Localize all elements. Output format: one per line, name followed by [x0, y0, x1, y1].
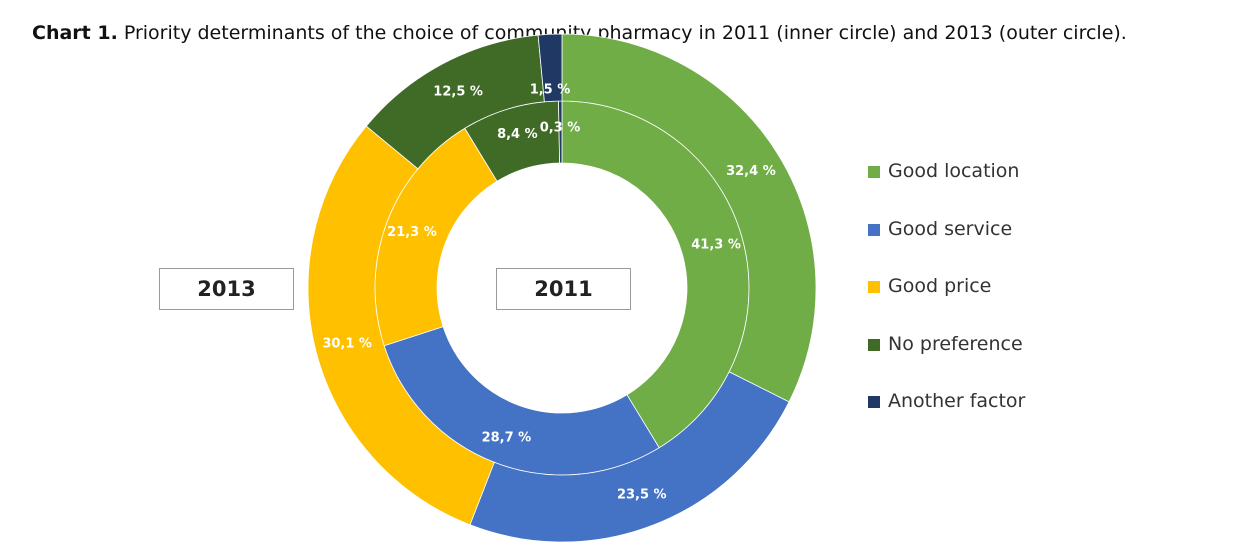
chart-legend: Good location Good service Good price No… [868, 160, 1025, 448]
outer-label-good-price: 30,1 % [322, 336, 372, 351]
caption-lead: Chart 1. [32, 22, 118, 44]
outer-slice-another-factor [537, 33, 563, 103]
inner-label-good-location: 41,3 % [691, 237, 741, 252]
inner-label-good-service: 28,7 % [482, 431, 532, 446]
legend-item-good-price: Good price [868, 275, 1025, 333]
legend-swatch-good-location [868, 166, 880, 178]
outer-slice-good-location [561, 33, 817, 403]
chart-caption: Chart 1. Priority determinants of the ch… [32, 22, 1127, 44]
outer-label-good-service: 23,5 % [617, 488, 667, 503]
legend-label-good-location: Good location [888, 160, 1020, 182]
outer-slice-good-price [307, 125, 495, 526]
inner-year-label: 2011 [496, 268, 631, 310]
outer-year-label: 2013 [159, 268, 294, 310]
legend-label-another-factor: Another factor [888, 390, 1026, 412]
outer-label-good-location: 32,4 % [726, 164, 776, 179]
legend-item-no-preference: No preference [868, 333, 1025, 391]
outer-label-no-preference: 12,5 % [433, 84, 483, 99]
legend-item-good-location: Good location [868, 160, 1025, 218]
legend-label-good-price: Good price [888, 275, 992, 297]
legend-swatch-good-price [868, 281, 880, 293]
legend-swatch-no-preference [868, 338, 880, 351]
legend-swatch-good-service [868, 223, 880, 236]
legend-swatch-another-factor [868, 396, 880, 408]
inner-label-good-price: 21,3 % [387, 225, 437, 240]
caption-text: Priority determinants of the choice of c… [117, 22, 1127, 44]
legend-item-another-factor: Another factor [868, 390, 1025, 448]
inner-label-another-factor: 0,3 % [540, 121, 581, 136]
outer-label-another-factor: 1,5 % [530, 83, 571, 98]
legend-item-good-service: Good service [868, 218, 1025, 276]
legend-label-good-service: Good service [888, 217, 1013, 240]
legend-label-no-preference: No preference [888, 332, 1023, 355]
inner-label-no-preference: 8,4 % [497, 127, 538, 142]
